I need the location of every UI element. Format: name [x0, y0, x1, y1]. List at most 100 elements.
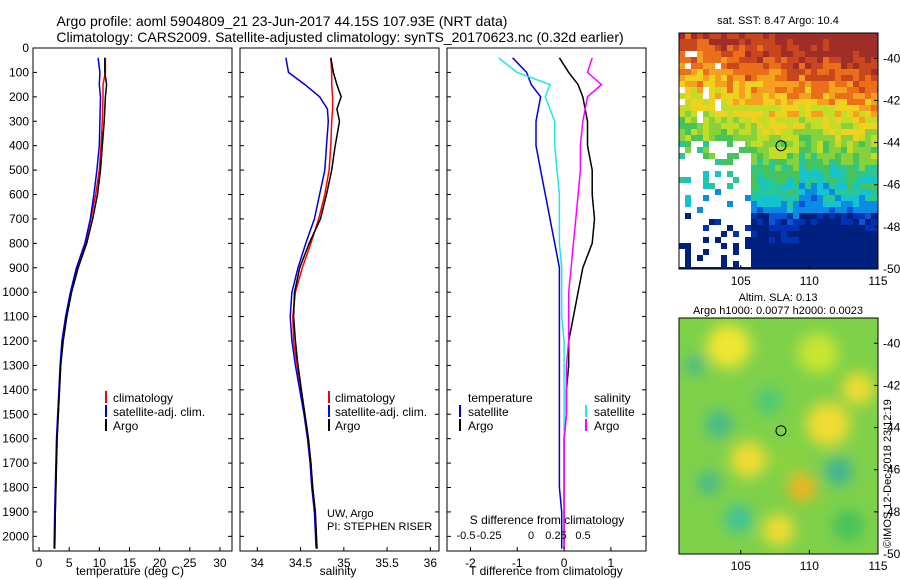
sst-cell [715, 267, 721, 269]
sst-cell [757, 189, 763, 195]
sst-cell [787, 207, 793, 213]
sst-cell [793, 231, 799, 237]
sst-cell [709, 105, 715, 111]
sst-cell [835, 153, 841, 159]
sst-cell [685, 75, 691, 81]
sst-cell [847, 171, 853, 177]
sst-cell [727, 105, 733, 111]
sst-cell [715, 129, 721, 135]
sst-cell [685, 69, 691, 75]
sst-cell [853, 237, 859, 243]
sst-cell [703, 111, 709, 117]
sla-blob [724, 504, 753, 533]
depth-tick-label: 500 [9, 163, 29, 177]
sst-cell [763, 45, 769, 51]
sst-cell [775, 207, 781, 213]
sst-cell [823, 39, 829, 45]
sst-cell [865, 219, 871, 225]
sst-cell [817, 195, 823, 201]
sst-cell [769, 39, 775, 45]
sst-cell [799, 213, 805, 219]
sst-cell [823, 165, 829, 171]
sst-cell [745, 33, 751, 39]
sst-cell [775, 231, 781, 237]
sla-blob [704, 410, 733, 439]
sst-cell [841, 81, 847, 87]
sst-cell [751, 75, 757, 81]
sst-cell [847, 99, 853, 105]
map-y-tick-label: -40 [883, 336, 900, 350]
sla-blob [684, 355, 705, 376]
sst-cell [853, 177, 859, 183]
sst-cell [859, 75, 865, 81]
sst-cell [841, 165, 847, 171]
sst-cell [805, 63, 811, 69]
sst-cell [709, 75, 715, 81]
salinity-annotation-line-2: PI: STEPHEN RISER [327, 521, 432, 533]
sst-cell [703, 117, 709, 123]
sst-cell [745, 111, 751, 117]
sst-map-image [679, 33, 878, 269]
sst-cell [841, 123, 847, 129]
sst-cell [841, 57, 847, 63]
sst-cell [703, 39, 709, 45]
sst-cell [745, 39, 751, 45]
sst-cell [763, 93, 769, 99]
sst-cell [745, 129, 751, 135]
sst-cell [721, 51, 727, 57]
sst-cell [823, 57, 829, 63]
sst-cell [799, 201, 805, 207]
sst-cell [787, 81, 793, 87]
sst-cell [853, 255, 859, 261]
sst-cell [865, 207, 871, 213]
sst-cell [793, 105, 799, 111]
sst-cell [859, 81, 865, 87]
legend-label-argo: Argo [113, 419, 139, 433]
sst-cell [775, 159, 781, 165]
sst-cell [865, 153, 871, 159]
sst-cell [823, 159, 829, 165]
sst-cell [769, 93, 775, 99]
sst-cell [721, 135, 727, 141]
sst-cell [817, 177, 823, 183]
sst-cell [871, 105, 877, 111]
sst-cell [871, 213, 877, 219]
sst-cell [811, 249, 817, 255]
sst-cell [799, 81, 805, 87]
sst-cell [799, 39, 805, 45]
sst-cell [697, 87, 703, 93]
sst-cell [793, 177, 799, 183]
sst-cell [757, 141, 763, 147]
sst-cell [823, 63, 829, 69]
sst-cell [811, 81, 817, 87]
sst-cell [721, 159, 727, 165]
sst-cell [865, 51, 871, 57]
sst-cell [775, 141, 781, 147]
sst-cell [763, 183, 769, 189]
sst-cell [853, 57, 859, 63]
map-x-tick-label: 110 [800, 274, 819, 288]
difference-panel-frame [446, 47, 647, 552]
sst-cell [727, 117, 733, 123]
sst-cell [721, 111, 727, 117]
sst-cell [763, 99, 769, 105]
sla-blob [730, 441, 767, 478]
sst-cell [727, 171, 733, 177]
sst-cell [757, 213, 763, 219]
sst-cell [799, 51, 805, 57]
sst-cell [799, 243, 805, 249]
sst-cell [829, 33, 835, 39]
sst-cell [697, 69, 703, 75]
map-x-tick-label: 105 [731, 559, 751, 573]
sst-cell [727, 39, 733, 45]
sst-cell [871, 33, 877, 39]
sst-cell [859, 99, 865, 105]
sst-cell [823, 243, 829, 249]
sst-cell [751, 51, 757, 57]
sst-cell [763, 153, 769, 159]
sst-cell [865, 117, 871, 123]
sst-cell [853, 207, 859, 213]
sst-cell [805, 111, 811, 117]
sst-cell [865, 63, 871, 69]
sst-cell [763, 195, 769, 201]
